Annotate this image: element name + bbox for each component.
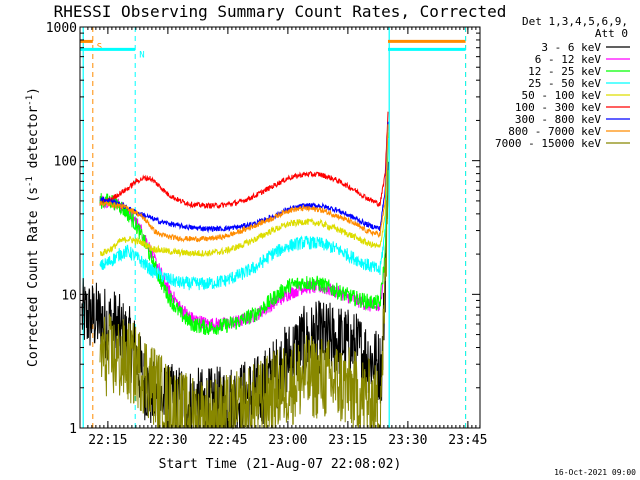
x-axis: 22:15 22:30 22:45 23:00 23:15 23:30 23:45 xyxy=(87,27,487,448)
y-tick-label: 10 xyxy=(61,288,77,303)
series-line-800-7000-kev xyxy=(99,124,389,243)
x-tick-label: 23:00 xyxy=(268,433,307,448)
x-tick-label: 23:45 xyxy=(448,433,487,448)
legend-entry-label: 50 - 100 keV xyxy=(522,89,602,102)
series-line-300-800-kev xyxy=(99,121,389,234)
legend-entry-label: 800 - 7000 keV xyxy=(508,125,601,138)
series-layer xyxy=(81,111,389,430)
y-tick-label: 100 xyxy=(54,155,77,170)
annotation-s-label: S xyxy=(97,42,102,52)
footer-date: 16-Oct-2021 09:00 xyxy=(554,468,636,477)
legend-entry-label: 7000 - 15000 keV xyxy=(495,137,601,150)
series-line-7000-15000-kev xyxy=(99,170,389,429)
annotation-n-label: N xyxy=(139,50,144,60)
y-tick-label: 1000 xyxy=(46,21,77,36)
legend-entry-label: 25 - 50 keV xyxy=(528,77,601,90)
x-tick-label: 22:15 xyxy=(88,433,127,448)
legend-entry-label: 12 - 25 keV xyxy=(528,65,601,78)
legend-entry-label: 100 - 300 keV xyxy=(515,101,601,114)
legend-entry-label: 300 - 800 keV xyxy=(515,113,601,126)
legend-entry-label: 6 - 12 keV xyxy=(535,53,602,66)
x-tick-label: 22:45 xyxy=(208,433,247,448)
y-axis: 1 10 100 1000 xyxy=(46,21,480,437)
legend-header: Det 1,3,4,5,6,9, xyxy=(522,15,628,28)
series-line-100-300-kev xyxy=(99,111,389,210)
x-tick-label: 22:30 xyxy=(148,433,187,448)
x-tick-label: 23:15 xyxy=(328,433,367,448)
y-axis-label: Corrected Count Rate (s-1 detector-1) xyxy=(25,87,41,367)
y-tick-label: 1 xyxy=(69,422,77,437)
series-line-12-25-kev xyxy=(99,132,389,335)
annotation-markers: SN xyxy=(80,27,467,428)
x-tick-label: 23:30 xyxy=(388,433,427,448)
legend-entry-label: 3 - 6 keV xyxy=(541,41,601,54)
x-axis-label: Start Time (21-Aug-07 22:08:02) xyxy=(159,457,402,472)
legend-header: Att 0 xyxy=(595,27,628,40)
series-line-25-50-kev xyxy=(99,137,389,291)
series-line-50-100-kev xyxy=(99,123,389,258)
chart-title: RHESSI Observing Summary Count Rates, Co… xyxy=(54,2,507,21)
